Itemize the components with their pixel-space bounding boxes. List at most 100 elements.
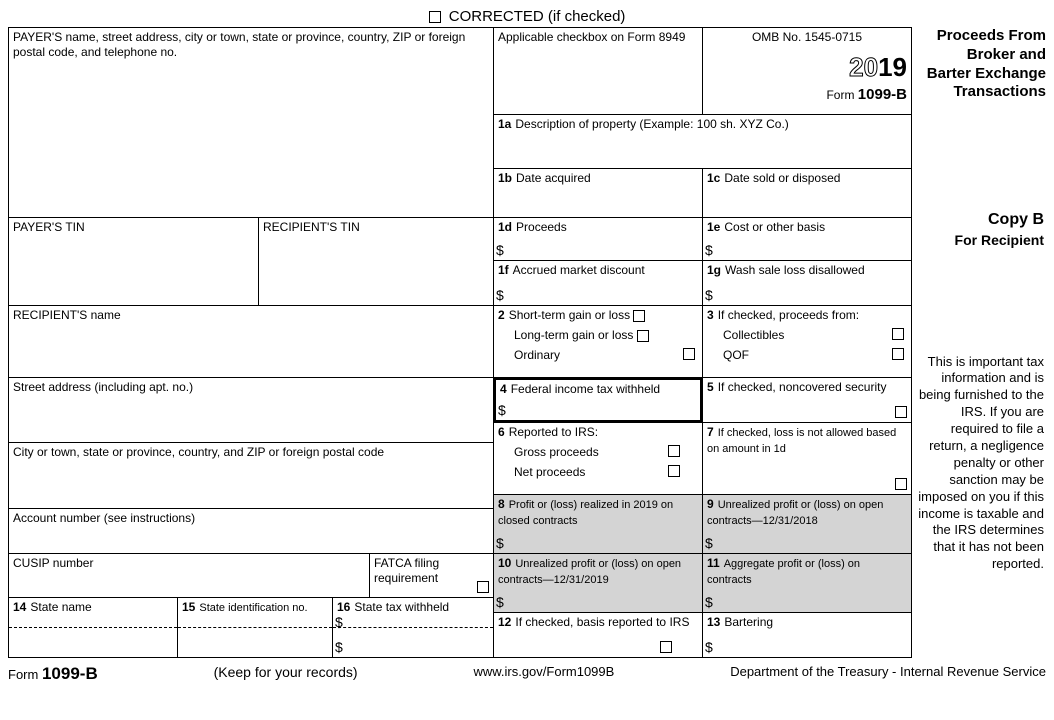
footer-keep: (Keep for your records) [214,664,358,684]
box-1c-label: Date sold or disposed [724,171,840,185]
n13: 13 [707,615,720,629]
box-7: 7If checked, loss is not allowed based o… [702,422,912,495]
box-11: 11Aggregate profit or (loss) on contract… [702,553,912,613]
n2: 2 [498,308,505,322]
form-grid: PAYER'S name, street address, city or to… [8,27,1046,687]
city-label: City or town, state or province, country… [13,445,384,459]
recipient-name-box: RECIPIENT'S name [8,305,494,378]
box-8-label: Profit or (loss) realized in 2019 on clo… [498,499,673,527]
cb-12[interactable] [660,641,672,653]
dollar-1e: $ [705,242,713,260]
cb-lt[interactable] [637,330,649,342]
box-11-label: Aggregate profit or (loss) on contracts [707,558,860,586]
dollar-1d: $ [496,242,504,260]
dollar-11: $ [705,594,713,612]
dollar-1f: $ [496,287,504,305]
recipient-tin-label: RECIPIENT'S TIN [263,220,360,234]
title-line4: Transactions [912,83,1046,102]
payer-tin-label: PAYER'S TIN [13,220,85,234]
footer-form: Form [8,667,38,682]
box-9: 9Unrealized profit or (loss) on open con… [702,494,912,554]
dollar-10: $ [496,594,504,612]
box-4-label: Federal income tax withheld [511,382,660,396]
box-1b: 1bDate acquired [493,168,703,218]
cb-7[interactable] [895,478,907,490]
corrected-checkbox[interactable] [429,11,441,23]
box-1d: 1dProceeds $ [493,217,703,261]
cb-gross[interactable] [668,445,680,457]
box-10: 10Unrealized profit or (loss) on open co… [493,553,703,613]
form-label-small: Form [826,88,854,102]
copy-b-title: Copy B [913,210,1044,230]
cb-fatca[interactable] [477,581,489,593]
city-box: City or town, state or province, country… [8,442,494,509]
recipient-name-label: RECIPIENT'S name [13,308,121,322]
footer-form-num: 1099-B [42,664,98,683]
box-13: 13Bartering $ [702,612,912,658]
n3: 3 [707,308,714,322]
box-3-label: If checked, proceeds from: [718,308,859,322]
box-8: 8Profit or (loss) realized in 2019 on cl… [493,494,703,554]
n1c: 1c [707,171,720,185]
box-1e-label: Cost or other basis [724,220,825,234]
cb-qof[interactable] [892,348,904,360]
box-6: 6Reported to IRS: Gross proceeds Net pro… [493,422,703,495]
box-2-lt: Long-term gain or loss [514,328,633,342]
n5: 5 [707,380,714,394]
for-recipient: For Recipient [913,232,1044,250]
cb-coll[interactable] [892,328,904,340]
cb-ord[interactable] [683,348,695,360]
n1g: 1g [707,263,721,277]
fatca-label: FATCA filing requirement [374,556,439,585]
corrected-label: CORRECTED (if checked) [449,8,626,25]
cb-net[interactable] [668,465,680,477]
cusip-label: CUSIP number [13,556,93,570]
box-13-label: Bartering [724,615,773,629]
box-9-label: Unrealized profit or (loss) on open cont… [707,499,883,527]
n8: 8 [498,497,505,511]
box-5: 5If checked, noncovered security [702,377,912,423]
box-7-label: If checked, loss is not allowed based on… [707,427,896,455]
n14: 14 [13,600,26,614]
recipient-tin-box: RECIPIENT'S TIN [258,217,494,306]
street-label: Street address (including apt. no.) [13,380,193,394]
n6: 6 [498,425,505,439]
n9: 9 [707,497,714,511]
box-1g: 1gWash sale loss disallowed $ [702,260,912,306]
footer-row: Form 1099-B (Keep for your records) www.… [8,660,1046,684]
box-15-label: State identification no. [199,602,307,614]
box-16-label: State tax withheld [354,600,449,614]
year-outline: 20 [849,52,878,82]
n1e: 1e [707,220,720,234]
applicable-checkbox-label: Applicable checkbox on Form 8949 [498,30,685,44]
street-box: Street address (including apt. no.) [8,377,494,443]
box-1g-label: Wash sale loss disallowed [725,263,865,277]
n4: 4 [500,382,507,396]
title-line1: Proceeds From [912,27,1046,46]
title-line3: Barter Exchange [912,65,1046,84]
cb-5[interactable] [895,406,907,418]
footer-url: www.irs.gov/Form1099B [473,664,614,684]
n1f: 1f [498,263,509,277]
n1a: 1a [498,117,511,131]
omb-label: OMB No. 1545-0715 [707,30,907,45]
dash-16 [333,627,493,628]
payer-block: PAYER'S name, street address, city or to… [8,27,494,218]
cb-st[interactable] [633,310,645,322]
box-1a-label: Description of property (Example: 100 sh… [515,117,788,131]
dollar-8: $ [496,535,504,553]
box-3-qof: QOF [723,348,749,363]
form-number-small: 1099-B [858,86,907,103]
box-2-st: Short-term gain or loss [509,308,630,322]
dollar-9: $ [705,535,713,553]
box-2: 2 Short-term gain or loss Long-term gain … [493,305,703,378]
box-3: 3If checked, proceeds from: Collectibles… [702,305,912,378]
box-1a: 1a Description of property (Example: 100 … [493,114,912,169]
disclaimer-text: This is important tax information and is… [913,354,1044,574]
n16: 16 [337,600,350,614]
cusip-box: CUSIP number [8,553,370,598]
box-1f: 1fAccrued market discount $ [493,260,703,306]
fatca-box: FATCA filing requirement [369,553,494,598]
payer-tin-box: PAYER'S TIN [8,217,259,306]
dollar-16b: $ [335,639,343,657]
